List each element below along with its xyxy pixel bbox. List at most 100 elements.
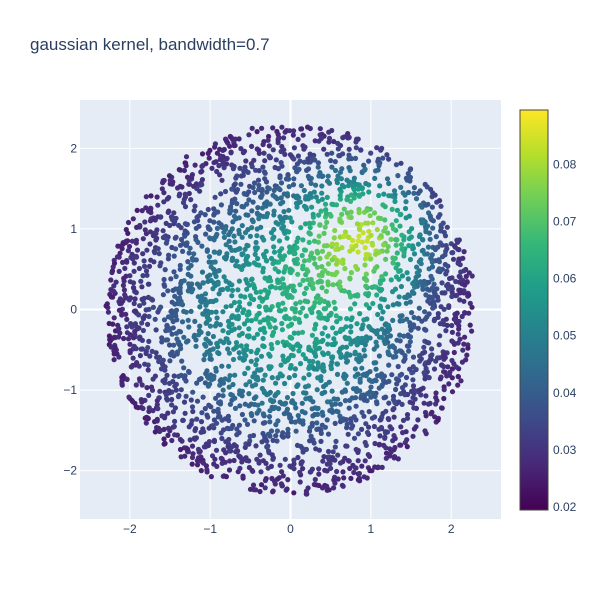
scatter-point xyxy=(211,437,217,443)
scatter-point xyxy=(325,302,332,308)
scatter-point xyxy=(219,363,225,369)
scatter-point xyxy=(301,258,308,264)
scatter-point xyxy=(140,315,146,321)
scatter-point xyxy=(229,200,235,206)
scatter-point xyxy=(125,219,132,226)
scatter-point xyxy=(461,341,467,347)
scatter-point xyxy=(399,401,405,407)
scatter-point xyxy=(455,373,461,380)
scatter-point xyxy=(318,208,324,214)
scatter-point xyxy=(226,467,233,473)
scatter-point xyxy=(282,342,288,348)
scatter-point xyxy=(324,487,330,493)
scatter-point xyxy=(252,370,258,376)
scatter-point xyxy=(319,272,325,279)
scatter-point xyxy=(311,238,318,244)
scatter-point xyxy=(239,459,245,465)
scatter-point xyxy=(231,143,237,149)
scatter-point xyxy=(188,197,194,203)
scatter-point xyxy=(300,466,306,472)
scatter-point xyxy=(295,413,301,419)
scatter-point xyxy=(131,300,137,307)
scatter-point xyxy=(264,189,270,195)
scatter-point xyxy=(403,374,410,381)
scatter-point xyxy=(353,145,359,151)
scatter-point xyxy=(280,300,286,306)
scatter-point xyxy=(344,425,350,431)
scatter-point xyxy=(150,376,156,382)
scatter-point xyxy=(423,365,429,372)
scatter-point xyxy=(248,277,255,283)
scatter-point xyxy=(469,273,475,279)
scatter-point xyxy=(159,186,165,192)
scatter-point xyxy=(354,342,360,348)
scatter-point xyxy=(307,151,313,157)
scatter-point xyxy=(252,189,258,196)
scatter-point xyxy=(442,261,448,268)
scatter-point xyxy=(192,162,198,168)
scatter-point xyxy=(171,373,177,379)
scatter-point xyxy=(145,345,151,351)
scatter-point xyxy=(366,377,372,383)
scatter-point xyxy=(260,164,266,170)
scatter-point xyxy=(329,241,335,247)
scatter-point xyxy=(392,444,398,451)
scatter-point xyxy=(382,225,389,231)
scatter-point xyxy=(346,234,352,240)
scatter-point xyxy=(189,174,195,180)
scatter-point xyxy=(250,482,257,488)
scatter-point xyxy=(200,162,206,169)
scatter-point xyxy=(166,342,173,348)
scatter-point xyxy=(301,159,307,165)
scatter-point xyxy=(205,299,211,305)
scatter-point xyxy=(344,197,350,203)
scatter-point xyxy=(260,335,266,342)
scatter-point xyxy=(366,453,373,459)
scatter-point xyxy=(297,419,303,425)
scatter-point xyxy=(207,340,213,346)
scatter-point xyxy=(281,147,287,153)
scatter-point xyxy=(236,299,243,305)
scatter-point xyxy=(372,440,378,447)
scatter-point xyxy=(337,186,343,192)
scatter-point xyxy=(239,203,245,210)
scatter-point xyxy=(111,315,117,321)
scatter-point xyxy=(339,211,345,217)
scatter-point xyxy=(397,442,403,448)
scatter-point xyxy=(363,421,369,427)
scatter-point xyxy=(286,316,293,322)
scatter-point xyxy=(350,423,356,429)
scatter-point xyxy=(299,400,305,406)
scatter-point xyxy=(328,158,334,164)
scatter-point xyxy=(366,424,372,430)
scatter-point xyxy=(331,336,337,342)
scatter-point xyxy=(258,194,264,200)
scatter-point xyxy=(342,398,348,404)
colorbar-ticks: 0.020.030.040.050.060.070.08 xyxy=(553,157,577,514)
scatter-point xyxy=(274,438,280,444)
scatter-point xyxy=(279,483,285,489)
scatter-point xyxy=(244,457,250,463)
scatter-point xyxy=(277,371,283,377)
scatter-point xyxy=(378,334,385,340)
scatter-point xyxy=(242,294,248,300)
scatter-point xyxy=(139,208,145,214)
scatter-point xyxy=(245,212,251,218)
scatter-point xyxy=(236,227,242,233)
scatter-point xyxy=(379,464,385,470)
scatter-point xyxy=(381,395,387,401)
scatter-point xyxy=(402,392,408,398)
scatter-point xyxy=(321,454,327,460)
scatter-point xyxy=(152,316,158,322)
data-points xyxy=(103,124,475,497)
scatter-point xyxy=(359,463,365,469)
scatter-point xyxy=(225,444,231,450)
scatter-point xyxy=(411,279,418,285)
scatter-point xyxy=(343,417,349,423)
scatter-point xyxy=(244,421,251,427)
scatter-point xyxy=(281,253,288,259)
scatter-point xyxy=(415,190,421,196)
scatter-point xyxy=(402,382,408,388)
scatter-point xyxy=(362,353,368,359)
scatter-point xyxy=(330,325,336,331)
